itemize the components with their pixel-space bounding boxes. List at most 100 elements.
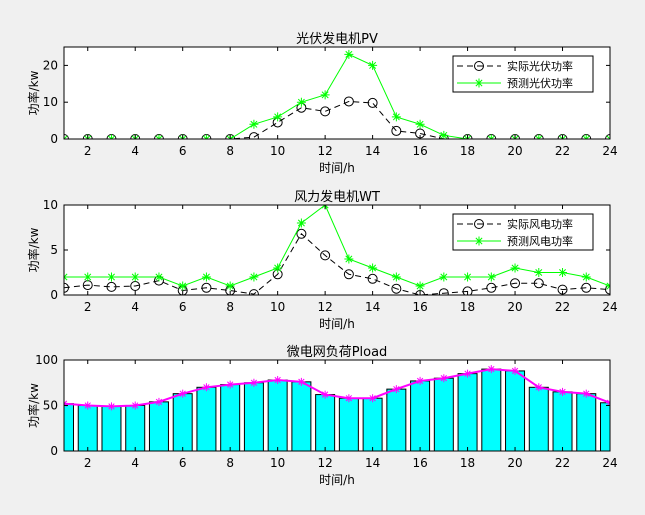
x-tick-label: 22	[555, 300, 570, 314]
chart-title: 光伏发电机PV	[296, 31, 378, 47]
series-point	[391, 272, 401, 282]
load-marker	[297, 377, 306, 386]
series-point	[415, 119, 425, 129]
load-marker	[582, 389, 591, 398]
x-tick-label: 22	[555, 144, 570, 158]
series-point	[605, 284, 610, 295]
x-tick-label: 4	[131, 144, 139, 158]
x-tick-label: 12	[317, 456, 332, 470]
x-axis-label: 时间/h	[319, 473, 355, 487]
x-tick-label: 16	[412, 456, 427, 470]
y-axis-label: 功率/kw	[26, 383, 41, 428]
bar	[172, 393, 193, 451]
x-tick-label: 20	[507, 300, 522, 314]
x-tick-label: 10	[270, 144, 285, 158]
bar	[410, 380, 431, 451]
bar	[528, 386, 549, 451]
x-tick-label: 4	[131, 456, 139, 470]
x-tick-label: 12	[317, 144, 332, 158]
series-point	[391, 112, 401, 122]
load-line	[64, 368, 610, 408]
x-tick-label: 18	[460, 300, 475, 314]
x-tick-label: 22	[555, 456, 570, 470]
y-tick-label: 0	[50, 132, 58, 146]
y-axis-label: 功率/kw	[26, 227, 41, 272]
legend-label: 预测风电功率	[507, 234, 573, 248]
series-point	[486, 272, 496, 282]
chart-title: 风力发电机WT	[294, 189, 380, 205]
load-marker	[439, 374, 448, 383]
bar	[101, 405, 122, 451]
series-point	[248, 289, 259, 295]
bar	[267, 379, 288, 451]
bar	[362, 397, 383, 451]
series-point	[296, 97, 306, 107]
bar	[196, 386, 217, 451]
series-point	[344, 254, 354, 264]
series-point	[343, 96, 354, 107]
load-marker	[463, 369, 472, 378]
series-point	[225, 281, 235, 291]
bar	[77, 405, 98, 451]
load-marker	[321, 390, 330, 399]
series-point	[367, 97, 378, 108]
series-point	[533, 278, 544, 289]
series-point	[64, 282, 69, 293]
legend-marker	[474, 61, 484, 71]
legend-label: 预测光伏功率	[507, 76, 573, 90]
legend-label: 实际风电功率	[507, 217, 573, 231]
load-marker	[131, 401, 140, 410]
bar	[125, 405, 146, 451]
series-point	[344, 49, 354, 59]
x-tick-label: 20	[507, 456, 522, 470]
x-tick-label: 10	[270, 300, 285, 314]
load-marker	[511, 366, 520, 375]
bar	[148, 401, 169, 451]
series-point	[368, 263, 378, 273]
load-marker	[154, 397, 163, 406]
series-point	[201, 272, 211, 282]
x-tick-label: 24	[602, 456, 617, 470]
x-tick-label: 16	[412, 144, 427, 158]
x-tick-label: 24	[602, 300, 617, 314]
x-tick-label: 14	[365, 456, 380, 470]
load-marker	[392, 385, 401, 394]
plot-area	[64, 360, 610, 451]
series-point	[296, 228, 307, 239]
load-marker	[226, 380, 235, 389]
load-marker	[416, 376, 425, 385]
bar	[338, 397, 359, 451]
series-point	[486, 282, 497, 293]
series-line-2	[64, 53, 610, 139]
series-point	[130, 272, 140, 282]
x-axis-label: 时间/h	[319, 317, 355, 331]
series-point	[391, 125, 402, 136]
x-tick-label: 2	[84, 144, 92, 158]
series-point	[534, 268, 544, 277]
bar	[552, 391, 573, 451]
series-point	[510, 278, 521, 289]
load-marker	[249, 378, 258, 387]
x-axis-label: 时间/h	[319, 161, 355, 175]
x-tick-label: 6	[179, 456, 187, 470]
y-tick-label: 50	[43, 399, 58, 413]
series-point	[249, 272, 259, 282]
series-point	[106, 281, 117, 292]
x-tick-label: 8	[226, 300, 234, 314]
bar	[220, 384, 241, 451]
load-marker	[83, 401, 92, 410]
x-tick-label: 24	[602, 144, 617, 158]
legend-marker	[474, 78, 484, 88]
series-point	[343, 269, 354, 280]
x-tick-label: 6	[179, 300, 187, 314]
series-point	[201, 282, 212, 293]
series-point	[462, 286, 473, 295]
series-point	[154, 272, 164, 282]
y-tick-label: 100	[35, 353, 58, 367]
series-point	[320, 250, 331, 261]
y-tick-label: 0	[50, 444, 58, 458]
legend-marker	[474, 219, 484, 229]
